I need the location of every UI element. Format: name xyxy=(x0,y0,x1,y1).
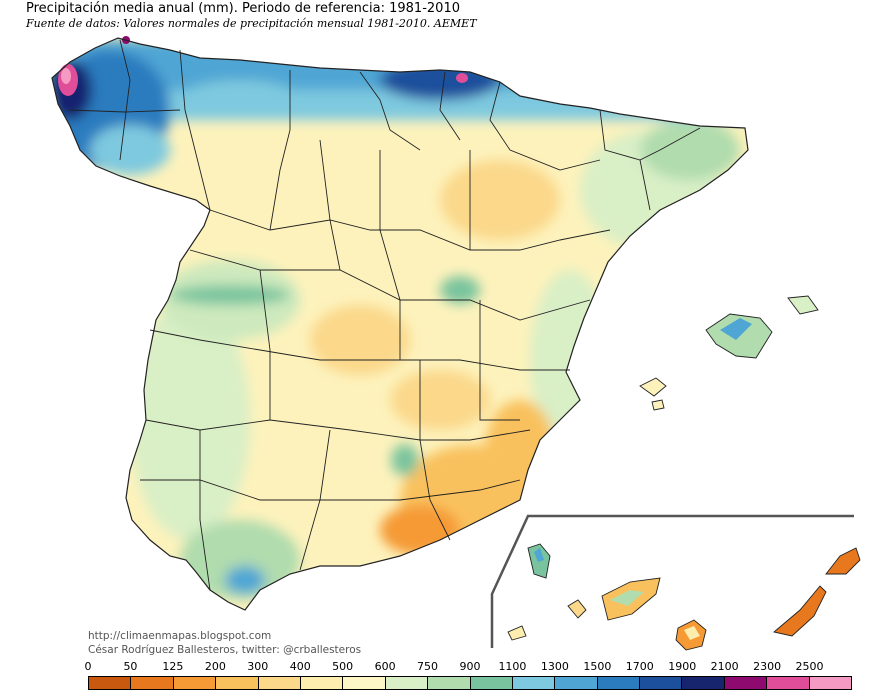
map-subtitle: Fuente de datos: Valores normales de pre… xyxy=(26,17,477,30)
legend-swatch xyxy=(300,677,344,689)
legend-swatch xyxy=(131,677,174,689)
legend-tick-label: 500 xyxy=(332,660,354,673)
legend-tick-label: 300 xyxy=(247,660,269,673)
legend-tick-label: 50 xyxy=(123,660,138,673)
legend-color-bar xyxy=(88,676,852,690)
legend-tick-label: 1300 xyxy=(540,660,569,673)
legend-tick-label: 125 xyxy=(162,660,184,673)
legend-tick-label: 1900 xyxy=(668,660,697,673)
legend-tick-labels: 0 50 125 200 300 400 500 600 750 900 1100 1300 1500 1… xyxy=(0,660,870,676)
legend-swatch xyxy=(470,677,513,689)
legend-swatch xyxy=(555,677,598,689)
legend-tick-label: 600 xyxy=(374,660,396,673)
legend-tick-label: 1100 xyxy=(498,660,527,673)
map-title: Precipitación media anual (mm). Periodo … xyxy=(26,1,460,16)
legend-swatch xyxy=(428,677,471,689)
legend-tick-label: 2300 xyxy=(753,660,782,673)
legend-tick-label: 750 xyxy=(417,660,439,673)
legend-swatch xyxy=(597,677,641,689)
legend-tick-label: 2100 xyxy=(710,660,739,673)
legend-swatch xyxy=(512,677,556,689)
legend-tick-label: 1700 xyxy=(625,660,654,673)
legend-swatch xyxy=(343,677,386,689)
credit-url: http://climaenmapas.blogspot.com xyxy=(88,630,272,642)
province-borders xyxy=(51,37,749,611)
credit-author: César Rodríguez Ballesteros, twitter: @c… xyxy=(88,644,362,656)
legend-swatch xyxy=(173,677,217,689)
legend-tick-label: 1500 xyxy=(583,660,612,673)
legend-swatch xyxy=(767,677,810,689)
legend-tick-label: 2500 xyxy=(795,660,824,673)
legend-swatch xyxy=(640,677,683,689)
legend-swatch xyxy=(89,677,132,689)
legend-swatch xyxy=(724,677,768,689)
legend-swatch xyxy=(216,677,259,689)
legend-tick-label: 400 xyxy=(289,660,311,673)
legend-tick-label: 900 xyxy=(459,660,481,673)
legend-swatch xyxy=(809,677,852,689)
legend-swatch xyxy=(385,677,429,689)
canary-islands-inset xyxy=(490,514,861,651)
legend-tick-label: 0 xyxy=(84,660,92,673)
legend-swatch xyxy=(258,677,301,689)
balearic-islands xyxy=(639,295,819,411)
legend-tick-label: 200 xyxy=(204,660,226,673)
legend-swatch xyxy=(682,677,725,689)
